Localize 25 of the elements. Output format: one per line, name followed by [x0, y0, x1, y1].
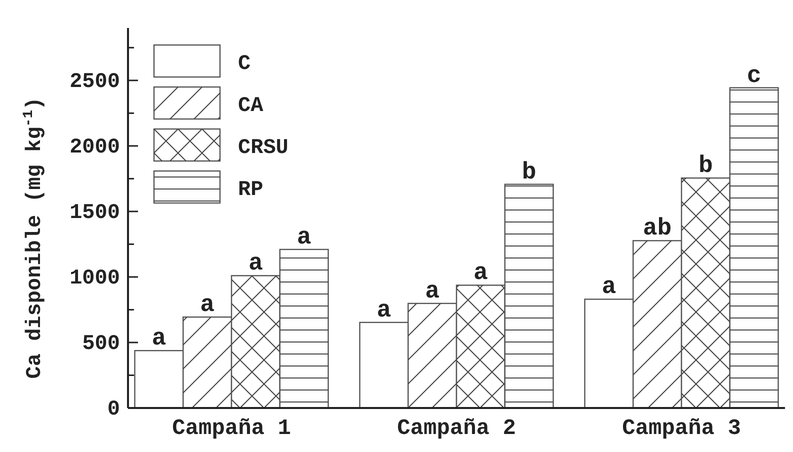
data-label: a [425, 278, 440, 306]
data-label: a [602, 274, 616, 302]
data-label: a [200, 292, 215, 320]
y-tick-label: 500 [82, 333, 120, 356]
y-tick-label: 2000 [70, 136, 120, 160]
legend-label: C [238, 53, 251, 76]
y-tick-label: 0 [107, 398, 120, 422]
y-tick-label: 1500 [70, 202, 120, 226]
data-label: a [152, 326, 166, 353]
data-label: b [522, 159, 536, 186]
x-tick-label: Campaña 1 [172, 416, 291, 442]
y-tick-label: 2500 [70, 71, 120, 94]
data-label: c [746, 62, 762, 90]
data-label: a [296, 224, 312, 252]
legend-label: CA [238, 95, 264, 118]
x-tick-label: Campaña 2 [397, 416, 516, 442]
legend-label: CRSU [238, 137, 288, 160]
data-label: a [376, 297, 392, 324]
legend-label: RP [238, 179, 264, 202]
x-tick-label: Campaña 3 [622, 416, 741, 442]
data-label: b [698, 153, 713, 180]
data-label: a [473, 260, 488, 288]
data-label: ab [642, 216, 672, 243]
data-label: a [248, 250, 263, 278]
y-tick-label: 1000 [70, 268, 120, 291]
